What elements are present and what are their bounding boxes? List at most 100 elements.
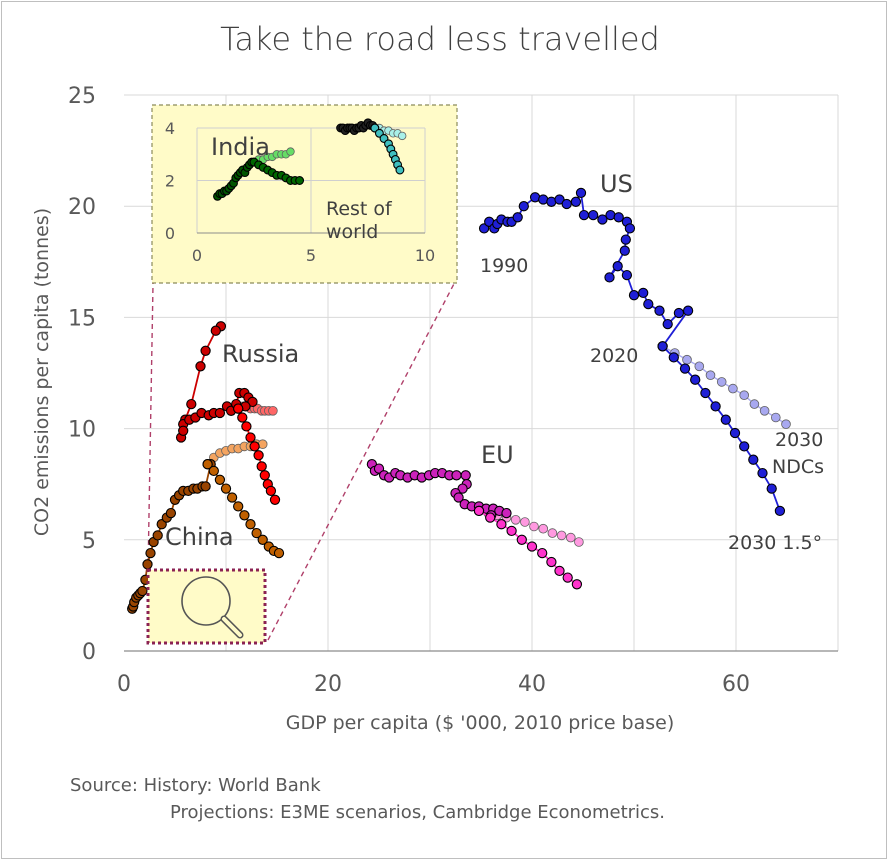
data-point (245, 519, 256, 530)
data-point (748, 454, 759, 465)
data-point (226, 492, 238, 503)
data-point (565, 532, 576, 543)
data-point (251, 527, 262, 539)
data-point (518, 201, 529, 212)
data-point (200, 481, 211, 492)
data-point (694, 361, 705, 372)
data-point (679, 363, 691, 374)
zoom-connector-right (267, 279, 457, 641)
data-point (473, 505, 485, 517)
data-point (612, 261, 623, 272)
y-tick-label: 20 (68, 195, 96, 220)
label-rest-of-world-2: world (326, 221, 378, 243)
data-point (256, 461, 267, 472)
x-tick-label: 0 (117, 672, 131, 697)
data-point (575, 187, 587, 199)
chart-title: Take the road less travelled (220, 20, 660, 58)
data-point (395, 165, 405, 175)
data-point (516, 534, 527, 545)
x-tick-label: 40 (518, 672, 546, 697)
data-point (673, 307, 685, 319)
data-point (654, 305, 665, 316)
data-point (145, 547, 156, 559)
data-point (506, 525, 517, 537)
series-russia (175, 321, 258, 443)
grid-lines (124, 94, 839, 651)
data-point (233, 403, 244, 414)
data-point (571, 579, 583, 590)
data-point (757, 467, 768, 479)
label-us: US (600, 170, 633, 198)
label-eu: EU (481, 441, 514, 469)
data-point (268, 405, 278, 416)
inset-x-tick-label: 5 (306, 246, 316, 265)
data-point (682, 354, 692, 365)
inset-y-tick-label: 0 (165, 224, 175, 243)
data-point (253, 450, 264, 461)
data-point (624, 223, 636, 234)
data-point (546, 556, 557, 568)
data-point (638, 287, 649, 299)
series-rest-of-world (336, 118, 380, 136)
series-china-1-5 (202, 459, 285, 559)
data-point (496, 519, 507, 530)
data-point (245, 432, 256, 443)
source-line-2: Projections: E3ME scenarios, Cambridge E… (170, 802, 665, 823)
data-point (451, 470, 462, 481)
label-2020: 2020 (590, 345, 638, 367)
data-point (554, 565, 565, 577)
data-point (556, 530, 567, 541)
series-2030-1-5 (657, 341, 786, 517)
data-point (512, 212, 523, 223)
data-point (537, 547, 548, 559)
data-point (186, 398, 197, 410)
series-eu (366, 459, 512, 521)
series-row-1-5 (370, 123, 405, 175)
data-point (460, 470, 471, 481)
data-point (716, 377, 727, 387)
data-point (728, 383, 738, 394)
x-tick-label: 20 (314, 672, 342, 697)
data-point (208, 465, 219, 477)
data-point (620, 234, 631, 245)
data-point (547, 528, 558, 538)
data-point (588, 209, 599, 221)
data-point (295, 176, 305, 185)
zoom-connector-left (147, 111, 157, 573)
data-point (214, 474, 226, 485)
zoom-box (146, 568, 267, 645)
series-china (127, 459, 216, 614)
data-point (529, 521, 539, 532)
data-point (570, 196, 582, 207)
data-point (257, 534, 268, 545)
inset-x-tick-label: 0 (192, 246, 202, 265)
data-point (137, 585, 148, 597)
label-rest-of-world-1: Rest of (326, 198, 393, 220)
data-point (562, 572, 573, 583)
series-russia-1-5 (233, 403, 281, 505)
data-point (700, 387, 711, 399)
data-point (668, 352, 679, 363)
y-tick-label: 10 (68, 418, 96, 443)
data-point (165, 507, 177, 519)
y-tick-label: 25 (68, 84, 96, 109)
data-point (239, 510, 250, 521)
data-point (604, 272, 615, 283)
data-point (538, 523, 548, 534)
data-point (578, 209, 590, 221)
magnifying-glass-icon (181, 576, 244, 639)
x-tick-label: 60 (722, 672, 750, 697)
data-point (662, 318, 673, 330)
label-2030-1-5: 2030 1.5° (728, 532, 822, 554)
data-point (520, 517, 530, 527)
data-point (485, 512, 496, 523)
y-tick-label: 0 (82, 640, 96, 665)
data-point (729, 427, 741, 439)
data-point (269, 494, 281, 505)
series-eu-1-5 (473, 505, 583, 590)
data-point (554, 194, 565, 205)
data-point (265, 485, 277, 497)
data-point (286, 147, 295, 156)
